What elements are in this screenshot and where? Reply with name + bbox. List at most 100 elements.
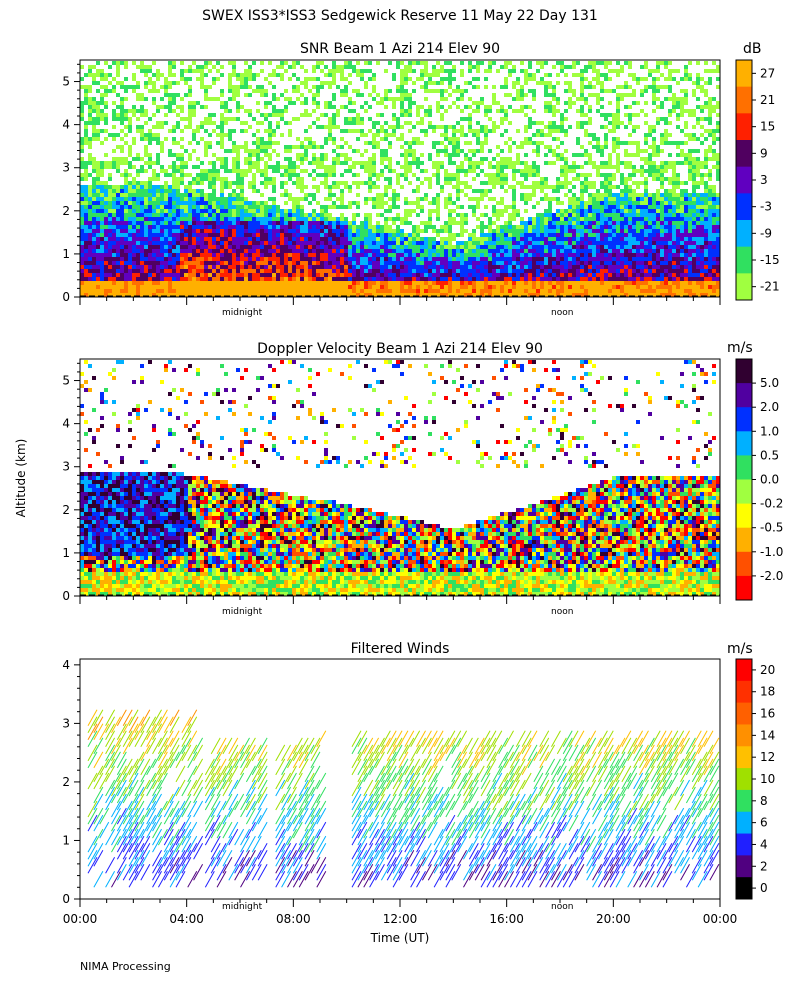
- heatmap-cell: [400, 257, 404, 261]
- heatmap-cell: [160, 233, 164, 237]
- heatmap-cell: [100, 193, 104, 197]
- heatmap-cell: [344, 185, 348, 189]
- heatmap-cell: [128, 197, 132, 201]
- heatmap-cell: [124, 77, 128, 81]
- heatmap-cell: [368, 157, 372, 161]
- heatmap-cell: [308, 77, 312, 81]
- heatmap-cell: [228, 241, 232, 245]
- heatmap-cell: [452, 261, 456, 265]
- heatmap-cell: [320, 125, 324, 129]
- heatmap-cell: [364, 133, 368, 137]
- heatmap-cell: [384, 105, 388, 109]
- heatmap-cell: [480, 225, 484, 229]
- heatmap-cell: [124, 261, 128, 265]
- heatmap-cell: [452, 101, 456, 105]
- heatmap-cell: [336, 69, 340, 73]
- heatmap-cell: [224, 101, 228, 105]
- heatmap-cell: [520, 245, 524, 249]
- heatmap-cell: [464, 257, 468, 261]
- heatmap-cell: [304, 269, 308, 273]
- heatmap-cell: [368, 185, 372, 189]
- heatmap-cell: [88, 105, 92, 109]
- heatmap-cell: [320, 181, 324, 185]
- heatmap-cell: [568, 237, 572, 241]
- heatmap-cell: [300, 273, 304, 277]
- heatmap-cell: [80, 105, 84, 109]
- heatmap-cell: [324, 81, 328, 85]
- heatmap-cell: [300, 213, 304, 217]
- heatmap-cell: [80, 253, 84, 257]
- heatmap-cell: [248, 237, 252, 241]
- heatmap-cell: [580, 125, 584, 129]
- heatmap-cell: [512, 81, 516, 85]
- heatmap-cell: [84, 221, 88, 225]
- heatmap-cell: [456, 141, 460, 145]
- heatmap-cell: [224, 105, 228, 109]
- heatmap-cell: [460, 73, 464, 77]
- heatmap-cell: [388, 285, 392, 289]
- heatmap-cell: [132, 265, 136, 269]
- heatmap-cell: [524, 77, 528, 81]
- heatmap-cell: [428, 201, 432, 205]
- heatmap-cell: [496, 285, 500, 289]
- heatmap-cell: [132, 281, 136, 285]
- heatmap-cell: [552, 113, 556, 117]
- heatmap-cell: [348, 121, 352, 125]
- heatmap-cell: [252, 153, 256, 157]
- heatmap-cell: [244, 261, 248, 265]
- heatmap-cell: [212, 153, 216, 157]
- heatmap-cell: [444, 109, 448, 113]
- heatmap-cell: [512, 249, 516, 253]
- heatmap-cell: [408, 101, 412, 105]
- heatmap-cell: [536, 81, 540, 85]
- heatmap-cell: [164, 201, 168, 205]
- heatmap-cell: [524, 209, 528, 213]
- heatmap-cell: [232, 117, 236, 121]
- heatmap-cell: [436, 89, 440, 93]
- heatmap-cell: [228, 133, 232, 137]
- heatmap-cell: [148, 225, 152, 229]
- heatmap-cell: [340, 93, 344, 97]
- heatmap-cell: [368, 161, 372, 165]
- heatmap-cell: [220, 249, 224, 253]
- heatmap-cell: [268, 113, 272, 117]
- heatmap-cell: [88, 121, 92, 125]
- heatmap-cell: [164, 241, 168, 245]
- heatmap-cell: [444, 289, 448, 293]
- heatmap-cell: [368, 257, 372, 261]
- heatmap-cell: [556, 245, 560, 249]
- heatmap-cell: [308, 241, 312, 245]
- heatmap-cell: [204, 281, 208, 285]
- heatmap-cell: [404, 93, 408, 97]
- heatmap-cell: [228, 277, 232, 281]
- heatmap-cell: [144, 193, 148, 197]
- heatmap-cell: [320, 221, 324, 225]
- heatmap-cell: [480, 261, 484, 265]
- heatmap-cell: [480, 273, 484, 277]
- heatmap-cell: [312, 241, 316, 245]
- heatmap-cell: [236, 89, 240, 93]
- heatmap-cell: [524, 161, 528, 165]
- heatmap-cell: [460, 129, 464, 133]
- heatmap-cell: [556, 269, 560, 273]
- heatmap-cell: [376, 133, 380, 137]
- heatmap-cell: [576, 293, 580, 297]
- heatmap-cell: [292, 217, 296, 221]
- heatmap-cell: [420, 249, 424, 253]
- heatmap-cell: [284, 149, 288, 153]
- heatmap-cell: [356, 149, 360, 153]
- heatmap-cell: [248, 65, 252, 69]
- heatmap-cell: [220, 233, 224, 237]
- heatmap-cell: [296, 249, 300, 253]
- heatmap-cell: [224, 221, 228, 225]
- heatmap-cell: [168, 173, 172, 177]
- heatmap-cell: [560, 245, 564, 249]
- heatmap-cell: [452, 161, 456, 165]
- heatmap-cell: [168, 81, 172, 85]
- heatmap-cell: [504, 129, 508, 133]
- heatmap-cell: [272, 265, 276, 269]
- heatmap-cell: [540, 221, 544, 225]
- heatmap-cell: [536, 249, 540, 253]
- heatmap-cell: [476, 133, 480, 137]
- heatmap-cell: [172, 277, 176, 281]
